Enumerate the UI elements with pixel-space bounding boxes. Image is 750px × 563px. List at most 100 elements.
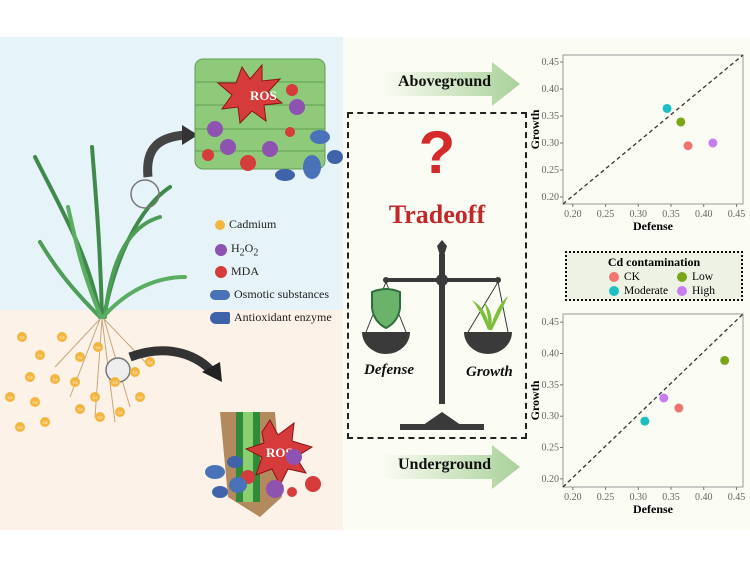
cd-contamination-legend: Cd contamination CK Low Moderate High (565, 251, 743, 301)
plant-leaves (33, 145, 187, 319)
ros-label: ROS (250, 88, 277, 103)
cadmium-dot-label: Cd (93, 395, 98, 400)
point-moderate (662, 103, 672, 113)
cadmium-dot-label: Cd (133, 370, 138, 375)
cadmium-dot (25, 372, 35, 382)
legend-moderate: Moderate (609, 285, 668, 297)
cadmium-icon (215, 219, 225, 230)
question-mark-icon: ? (418, 119, 456, 186)
legend-mda: MDA (215, 264, 259, 279)
cadmium-dot-label: Cd (8, 395, 13, 400)
cadmium-dot-label: Cd (73, 380, 78, 385)
cadmium-dot (50, 374, 60, 384)
x-tick-label: 0.40 (695, 492, 713, 503)
legend-low: Low (677, 271, 713, 283)
tradeoff-title: Tradeoff (388, 200, 486, 229)
cadmium-dot (145, 357, 155, 367)
cadmium-dot-label: Cd (96, 345, 101, 350)
cadmium-dot-label: Cd (148, 360, 153, 365)
zoom-circle-leaf (130, 179, 160, 209)
cadmium-dot (135, 392, 145, 402)
cadmium-dot (17, 332, 27, 342)
cadmium-dot (15, 422, 25, 432)
cadmium-dot-label: Cd (98, 415, 103, 420)
legend-title: Cd contamination (607, 255, 701, 269)
cadmium-dot-label: Cd (60, 335, 65, 340)
legend-label: H2O2 (231, 241, 259, 259)
cadmium-dot (95, 412, 105, 422)
cadmium-dot-label: Cd (33, 400, 38, 405)
cadmium-dot-label: Cd (28, 375, 33, 380)
y-tick-label: 0.30 (542, 411, 560, 422)
defense-label: Defense (364, 362, 414, 378)
y-tick-label: 0.30 (542, 138, 560, 149)
x-tick-label: 0.45 (728, 209, 746, 220)
cadmium-particles: Cd Cd Cd Cd Cd Cd Cd Cd Cd Cd Cd Cd Cd Cd Cd Cd Cd Cd Cd Cd (5, 332, 155, 432)
cadmium-dot-label: Cd (78, 355, 83, 360)
cadmium-dot-label: Cd (118, 410, 123, 415)
growth-label: Growth (466, 364, 513, 380)
y-axis-label: Growth (528, 109, 542, 149)
x-tick-label: 0.25 (597, 492, 615, 503)
tradeoff-box (347, 112, 527, 439)
x-tick-label: 0.30 (630, 492, 648, 503)
balance-scale-icon (362, 240, 512, 430)
y-tick-label: 0.45 (542, 317, 560, 328)
osmotic-substance-icon (210, 289, 230, 300)
cadmium-dot-label: Cd (78, 407, 83, 412)
antioxidant-enzyme-icon (210, 311, 230, 324)
x-tick-label: 0.40 (695, 209, 713, 220)
x-tick-label: 0.35 (662, 209, 680, 220)
reference-line-y-equals-x (562, 54, 744, 205)
y-tick-label: 0.20 (542, 474, 560, 485)
cadmium-dot-label: Cd (138, 395, 143, 400)
curved-arrow-root (128, 346, 216, 376)
legend-label: CK (624, 271, 640, 283)
y-tick-label: 0.40 (542, 348, 560, 359)
y-tick-label: 0.20 (542, 192, 560, 203)
y-axis-label: Growth (528, 380, 542, 420)
aboveground-arrow (382, 62, 520, 106)
point-ck (674, 403, 684, 413)
cadmium-dot-label: Cd (18, 425, 23, 430)
legend-label: High (692, 285, 715, 297)
y-tick-label: 0.35 (542, 111, 560, 122)
x-axis-label: Defense (633, 219, 674, 233)
x-tick-label: 0.20 (564, 209, 582, 220)
cadmium-dot-label: Cd (43, 420, 48, 425)
cadmium-dot (93, 342, 103, 352)
defense-pan (362, 332, 410, 354)
y-tick-label: 0.25 (542, 165, 560, 176)
growth-pan (464, 332, 512, 354)
x-tick-label: 0.35 (662, 492, 680, 503)
legend-label: MDA (231, 264, 260, 278)
y-tick-label: 0.25 (542, 443, 560, 454)
underground-scatter-chart: 0.20 0.25 0.30 0.35 0.40 0.45 0.20 0.25 0.30 0.35… (528, 313, 746, 516)
legend-label: Cadmium (229, 217, 277, 231)
legend-label: Antioxidant enzyme (234, 310, 332, 324)
point-high (708, 138, 718, 148)
low-dot (677, 272, 687, 282)
cadmium-dot (30, 397, 40, 407)
x-tick-label: 0.20 (564, 492, 582, 503)
cadmium-dot-label: Cd (38, 353, 43, 358)
cadmium-dot (40, 417, 50, 427)
y-tick-label: 0.40 (542, 84, 560, 95)
cadmium-dot (75, 404, 85, 414)
x-tick-label: 0.30 (630, 209, 648, 220)
cadmium-dot (90, 392, 100, 402)
legend-h2o2: H2O2 (215, 241, 258, 258)
cadmium-dot (35, 350, 45, 360)
legend-cadmium: Cadmium (215, 217, 276, 232)
cadmium-dot-label: Cd (20, 335, 25, 340)
legend-label: Moderate (624, 285, 669, 297)
root-section: ROS (205, 412, 321, 517)
legend-label: Osmotic substances (234, 287, 329, 301)
cadmium-dot (75, 352, 85, 362)
cadmium-dot (130, 367, 140, 377)
aboveground-scatter-chart: 0.20 0.25 0.30 0.35 0.40 0.45 0.20 0.25 0.30 0.35… (528, 54, 746, 233)
legend-osmotic: Osmotic substances (210, 287, 329, 302)
cadmium-dot-label: Cd (113, 380, 118, 385)
point-high (659, 393, 669, 403)
x-tick-label: 0.45 (728, 492, 746, 503)
